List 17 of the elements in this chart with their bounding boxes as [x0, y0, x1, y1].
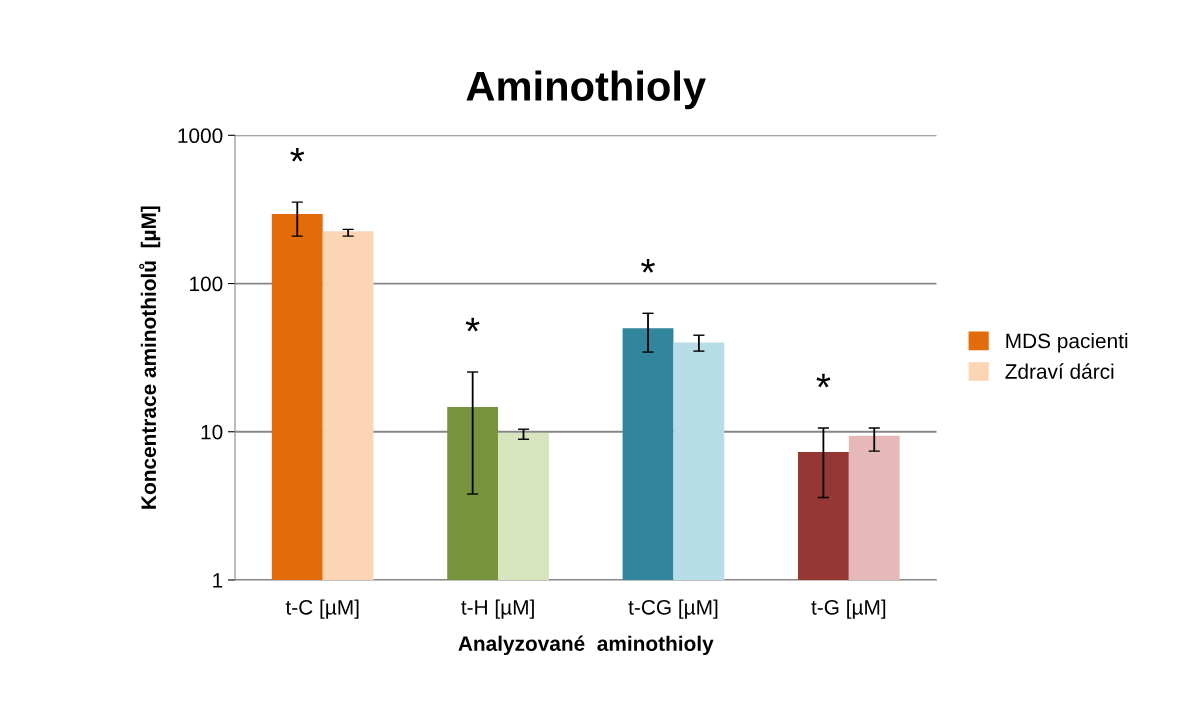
legend-label: MDS pacienti — [1006, 333, 1128, 353]
annotation: * — [290, 147, 305, 162]
x-axis-title: Analyzované aminothioly — [458, 635, 714, 656]
y-tick-label: 1000 — [178, 128, 223, 144]
y-axis-title: Koncentrace aminothiolů [µM] — [139, 206, 161, 509]
x-tick-label: t-CG [µM] — [628, 599, 718, 619]
annotation: * — [641, 259, 655, 273]
annotation: * — [465, 317, 480, 332]
legend-label: Zdraví dárci — [1005, 363, 1114, 379]
chart-title: Aminothioly — [466, 70, 706, 110]
y-tick-label: 10 — [201, 424, 223, 440]
x-tick-label: t-G [µM] — [811, 599, 886, 619]
y-tick-label: 1 — [213, 573, 223, 588]
x-tick-label: t-H [µM] — [461, 599, 534, 619]
y-tick-label: 100 — [190, 276, 223, 292]
x-tick-label: t-C [µM] — [285, 599, 359, 619]
annotation: * — [816, 373, 831, 388]
